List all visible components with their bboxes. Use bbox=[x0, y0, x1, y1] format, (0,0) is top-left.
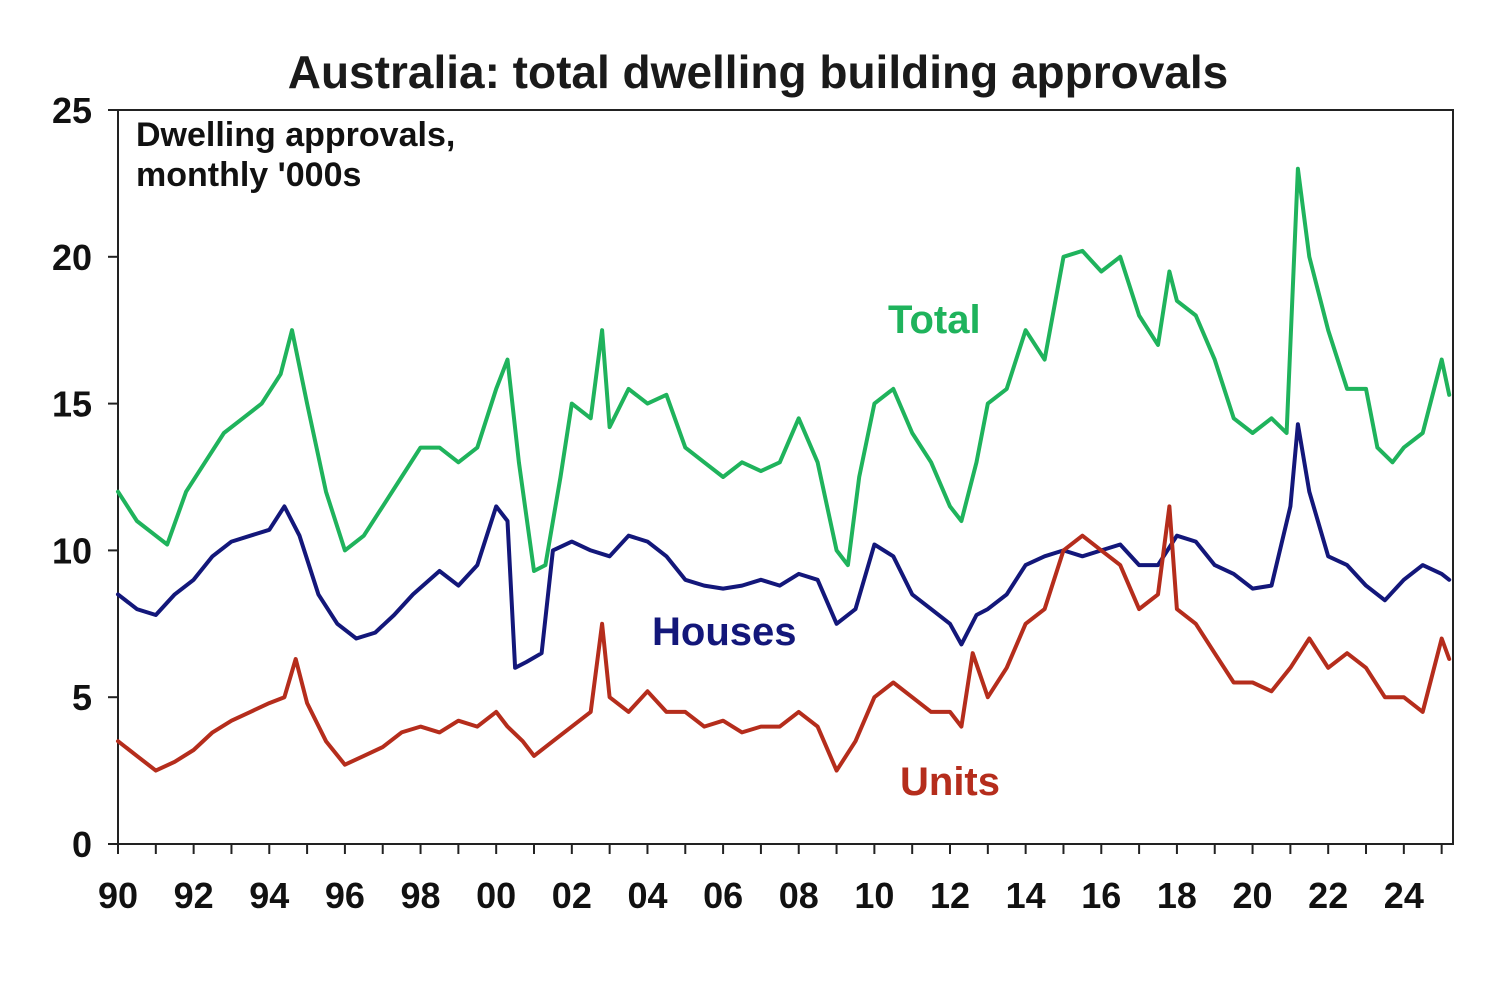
x-tick-label: 24 bbox=[1384, 875, 1424, 916]
x-tick-label: 16 bbox=[1081, 875, 1121, 916]
series-line-total bbox=[116, 166, 1452, 573]
x-tick-label: 06 bbox=[703, 875, 743, 916]
y-tick-label: 10 bbox=[52, 530, 92, 571]
x-tick-label: 18 bbox=[1157, 875, 1197, 916]
x-tick-label: 04 bbox=[627, 875, 667, 916]
series-label-units: Units bbox=[900, 760, 1000, 804]
x-tick-label: 22 bbox=[1308, 875, 1348, 916]
x-tick-label: 12 bbox=[930, 875, 970, 916]
y-tick-label: 15 bbox=[52, 384, 92, 425]
unit-annotation-line-1: Dwelling approvals, bbox=[136, 116, 455, 154]
unit-annotation: Dwelling approvals, monthly '000s bbox=[136, 116, 465, 194]
chart-title: Australia: total dwelling building appro… bbox=[288, 46, 1229, 98]
y-axis: 0 5 10 15 20 25 bbox=[52, 90, 118, 865]
x-tick-label: 94 bbox=[249, 875, 289, 916]
y-tick-label: 5 bbox=[72, 677, 92, 718]
x-tick-label: 00 bbox=[476, 875, 516, 916]
y-tick-label: 25 bbox=[52, 90, 92, 131]
series-label-total: Total bbox=[888, 298, 981, 342]
x-tick-label: 10 bbox=[854, 875, 894, 916]
series-line-houses bbox=[116, 422, 1452, 670]
y-tick-label: 20 bbox=[52, 237, 92, 278]
series-lines bbox=[116, 166, 1452, 773]
x-tick-label: 08 bbox=[779, 875, 819, 916]
plot-area bbox=[117, 109, 1454, 845]
x-axis: 90 92 94 96 98 00 02 04 06 08 10 12 14 16 18 20 22 24 bbox=[98, 844, 1443, 916]
series-label-houses: Houses bbox=[652, 610, 797, 654]
unit-annotation-line-2: monthly '000s bbox=[136, 156, 361, 194]
x-tick-label: 20 bbox=[1233, 875, 1273, 916]
y-tick-label: 0 bbox=[72, 824, 92, 865]
x-tick-label: 02 bbox=[552, 875, 592, 916]
x-tick-label: 92 bbox=[174, 875, 214, 916]
x-tick-label: 96 bbox=[325, 875, 365, 916]
series-line-units bbox=[116, 504, 1452, 773]
x-tick-label: 98 bbox=[401, 875, 441, 916]
x-tick-label: 14 bbox=[1006, 875, 1046, 916]
x-tick-label: 90 bbox=[98, 875, 138, 916]
